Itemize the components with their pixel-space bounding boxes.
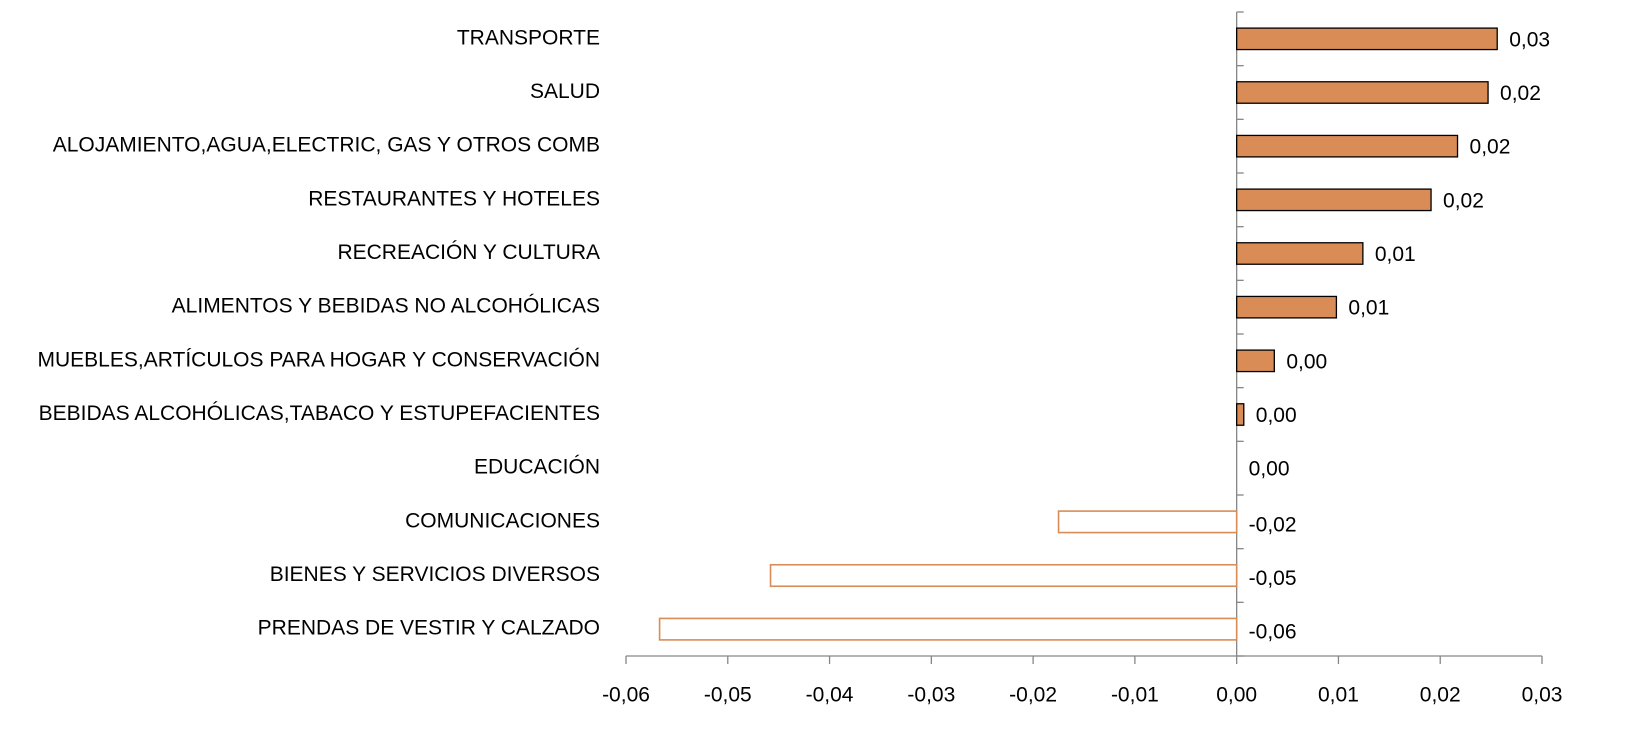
value-label: -0,02 (1249, 513, 1297, 536)
bar (1236, 134, 1459, 158)
x-tick-label: -0,04 (806, 684, 854, 707)
value-label: 0,02 (1470, 136, 1511, 159)
x-tick-label: 0,03 (1522, 684, 1563, 707)
x-tick-label: -0,02 (1009, 684, 1057, 707)
value-label: 0,03 (1509, 28, 1550, 51)
bar (1236, 81, 1489, 104)
x-tick-label: 0,00 (1216, 684, 1257, 707)
y-tick-label: RESTAURANTES Y HOTELES (308, 187, 600, 210)
y-tick-label: ALOJAMIENTO,AGUA,ELECTRIC, GAS Y OTROS C… (53, 134, 600, 157)
value-label: 0,01 (1348, 297, 1389, 320)
value-label: 0,01 (1375, 243, 1416, 266)
x-tick-label: -0,06 (602, 684, 650, 707)
x-tick-label: -0,05 (704, 684, 752, 707)
bar (1236, 403, 1245, 426)
value-label: -0,05 (1249, 567, 1297, 590)
value-label: -0,06 (1249, 621, 1297, 644)
y-tick-label: BEBIDAS ALCOHÓLICAS,TABACO Y ESTUPEFACIE… (39, 402, 600, 425)
y-tick-label: BIENES Y SERVICIOS DIVERSOS (270, 563, 600, 586)
y-tick-label: SALUD (530, 80, 600, 103)
y-tick-label: EDUCACIÓN (474, 456, 600, 479)
y-tick-label: ALIMENTOS Y BEBIDAS NO ALCOHÓLICAS (172, 295, 600, 318)
value-label: 0,02 (1500, 82, 1541, 105)
bar (658, 617, 1238, 641)
bar (1236, 242, 1364, 265)
value-label: 0,00 (1286, 350, 1327, 373)
y-tick-label: RECREACIÓN Y CULTURA (337, 241, 600, 264)
value-label: 0,00 (1256, 404, 1297, 427)
bar (1236, 295, 1338, 319)
y-tick-label: MUEBLES,ARTÍCULOS PARA HOGAR Y CONSERVAC… (38, 348, 601, 371)
bar (1236, 349, 1275, 373)
bar (1057, 510, 1238, 534)
bar (1236, 27, 1498, 51)
value-label: 0,02 (1443, 189, 1484, 212)
bar (769, 563, 1238, 588)
x-tick-label: -0,03 (907, 684, 955, 707)
y-tick-label: PRENDAS DE VESTIR Y CALZADO (258, 617, 600, 640)
x-tick-label: 0,01 (1318, 684, 1359, 707)
y-tick-label: TRANSPORTE (457, 26, 600, 49)
value-label: 0,00 (1249, 458, 1290, 481)
x-tick-label: 0,02 (1420, 684, 1461, 707)
x-tick-label: -0,01 (1111, 684, 1159, 707)
bar (1236, 188, 1432, 212)
y-tick-label: COMUNICACIONES (405, 509, 600, 532)
